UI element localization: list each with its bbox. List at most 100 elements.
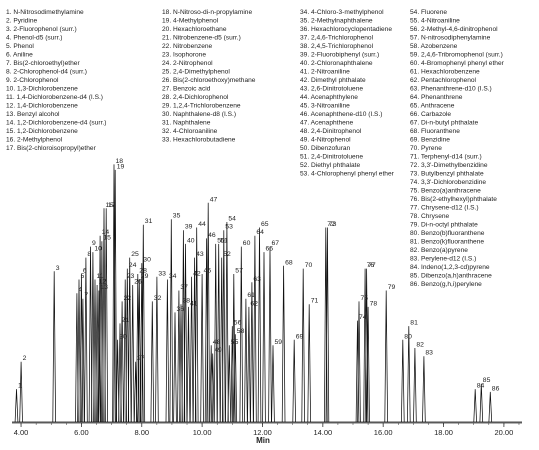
peak-60: [239, 246, 244, 423]
peak-20: [115, 339, 120, 423]
peak-73: [325, 227, 330, 423]
peak-label-61: 61: [247, 292, 255, 299]
peak-label-26: 26: [134, 279, 142, 286]
peak-label-49: 49: [214, 347, 222, 354]
peak-5: [77, 279, 81, 423]
peak-2: [19, 361, 23, 423]
legend-entry: 74. 3,3'-Dichlorobenzidine: [410, 179, 486, 186]
peak-label-75: 75: [361, 295, 369, 302]
legend-entry: 21. Nitrobenzene-d5 (surr.): [162, 35, 241, 42]
peak-71: [307, 304, 311, 423]
legend-entry: 30. Naphthalene-d8 (I.S.): [162, 111, 236, 118]
peak-label-20: 20: [119, 333, 127, 340]
legend-entry: 35. 2-Methylnaphthalene: [300, 18, 373, 25]
peak-label-42: 42: [193, 270, 201, 277]
legend-entry: 71. Terphenyl-d14 (surr.): [410, 154, 482, 161]
peak-65: [257, 227, 262, 423]
peak-33: [155, 276, 159, 423]
peak-1: [14, 389, 19, 423]
peak-49: [210, 353, 215, 423]
peak-47: [206, 202, 210, 423]
legend-entry: 8. 2-Chlorophenol-d4 (surr.): [6, 69, 87, 76]
peak-label-25: 25: [131, 251, 139, 258]
peak-label-33: 33: [158, 270, 166, 277]
legend-entry: 27. Benzoic acid: [162, 86, 211, 93]
peak-label-41: 41: [190, 300, 198, 307]
x-tick-label: 6.00: [74, 428, 89, 437]
peak-24: [125, 268, 130, 423]
peak-label-64: 64: [256, 229, 264, 236]
legend-entry: 47. Acenaphthene: [300, 120, 353, 127]
legend-entry: 36. Hexachlorocyclopentadiene: [300, 26, 392, 33]
peak-36: [173, 312, 177, 423]
legend-entry: 66. Carbazole: [410, 111, 451, 118]
peak-68: [281, 265, 286, 423]
legend-entry: 16. 2-Methylphenol: [6, 137, 63, 144]
peak-30: [140, 263, 144, 423]
peak-label-19: 19: [117, 163, 125, 170]
legend-entry: 62. Pentachlorophenol: [410, 77, 477, 84]
peak-label-79: 79: [388, 284, 396, 291]
peak-label-70: 70: [305, 262, 313, 269]
legend-entry: 44. Acenaphthylene: [300, 94, 358, 101]
peak-label-67: 67: [272, 240, 280, 247]
legend-entry: 52. Diethyl phthalate: [300, 162, 360, 169]
legend-entry: 28. 2,4-Dichlorophenol: [162, 94, 229, 101]
peak-label-21: 21: [122, 317, 130, 324]
legend-entry: 64. Phenanthrene: [410, 94, 463, 101]
legend-entry: 46. Acenaphthene-d10 (I.S.): [300, 111, 382, 118]
peak-13: [97, 290, 101, 423]
peak-81: [407, 326, 411, 423]
peak-label-43: 43: [196, 251, 204, 258]
peak-56: [230, 326, 235, 423]
peak-label-24: 24: [129, 262, 137, 269]
peak-84: [473, 389, 477, 423]
peak-29: [137, 279, 142, 423]
legend-entry: 63. Phenanthrene-d10 (I.S.): [410, 86, 492, 93]
peak-label-5: 5: [81, 273, 85, 280]
peak-label-9: 9: [92, 240, 96, 247]
legend-entry: 42. Dimethyl phthalate: [300, 77, 366, 84]
peak-51: [216, 243, 221, 423]
legend-entry: 22. Nitrobenzene: [162, 43, 213, 50]
legend-entry: 68. Fluoranthene: [410, 128, 460, 135]
peak-label-31: 31: [145, 218, 153, 225]
peak-label-2: 2: [23, 355, 27, 362]
peak-label-48: 48: [213, 339, 221, 346]
peak-61: [244, 298, 248, 423]
x-axis-title: Min: [256, 436, 270, 445]
legend-entry: 65. Anthracene: [410, 103, 455, 110]
peak-42: [189, 276, 194, 423]
peak-label-13: 13: [100, 284, 108, 291]
legend-entry: 33. Hexachlorobutadiene: [162, 137, 236, 144]
legend-entry: 41. 2-Nitroaniline: [300, 69, 350, 76]
legend-entry: 54. Fluorene: [410, 9, 447, 16]
peak-26: [130, 284, 135, 423]
peak-label-37: 37: [180, 284, 188, 291]
peak-25: [127, 257, 132, 423]
peak-8: [84, 257, 88, 423]
legend-entry: 19. 4-Methylphenol: [162, 18, 219, 25]
peak-label-47: 47: [210, 196, 218, 203]
legend-entry: 70. Pyrene: [410, 145, 442, 152]
peak-label-50: 50: [217, 237, 225, 244]
peak-label-8: 8: [87, 251, 91, 258]
peak-label-3: 3: [56, 265, 60, 272]
peak-label-76: 76: [367, 262, 375, 269]
peak-85: [479, 383, 484, 423]
peak-label-11: 11: [97, 273, 104, 280]
peak-label-17: 17: [108, 202, 116, 209]
peak-18: [112, 164, 116, 423]
legend-entry: 15. 1,2-Dichlorobenzene: [6, 128, 78, 135]
legend-entry: 43. 2,6-Dinitrotoluene: [300, 86, 363, 93]
peak-label-82: 82: [416, 342, 424, 349]
legend-entry: 56. 2-Methyl-4,6-dinitrophenol: [410, 26, 498, 33]
peak-41: [186, 306, 191, 423]
peak-label-68: 68: [285, 259, 293, 266]
peak-45: [200, 273, 204, 423]
peak-label-1: 1: [18, 383, 22, 390]
x-tick-label: 4.00: [14, 428, 29, 437]
legend-entry: 77. Chrysene-d12 (I.S.): [410, 205, 479, 212]
